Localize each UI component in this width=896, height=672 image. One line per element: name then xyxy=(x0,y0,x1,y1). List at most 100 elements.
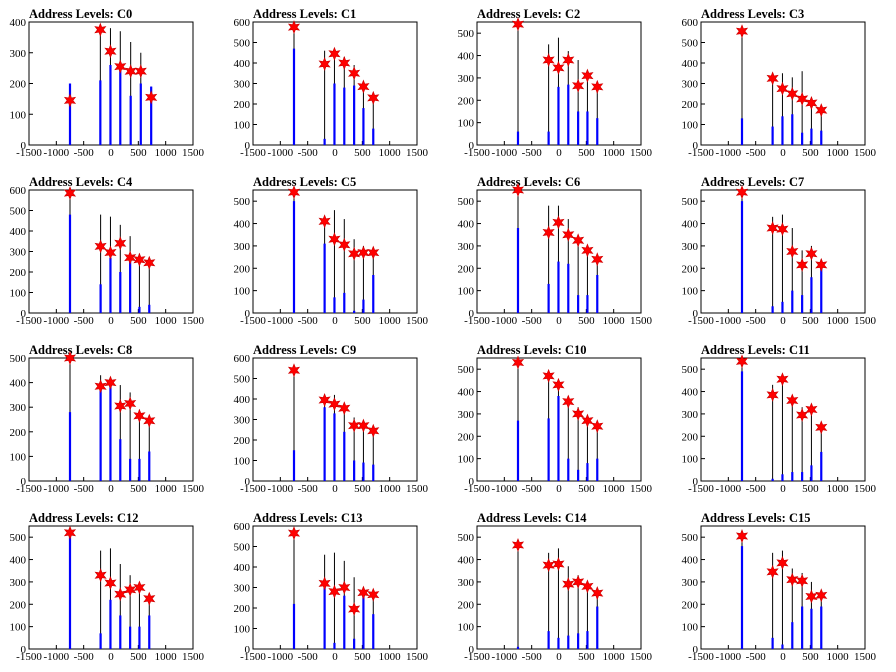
peak-marker xyxy=(552,556,565,572)
y-tick-label: 400 xyxy=(234,219,251,231)
y-tick-label: 300 xyxy=(10,48,27,60)
peak-marker xyxy=(94,22,107,37)
peak-marker xyxy=(114,59,127,74)
y-tick-label: 200 xyxy=(234,435,251,447)
peak-marker xyxy=(786,244,799,259)
peak-marker xyxy=(776,222,789,237)
x-tick-label: 1500 xyxy=(854,651,877,663)
y-tick-label: 100 xyxy=(458,286,475,298)
y-tick-label: 300 xyxy=(682,577,699,589)
peak-marker xyxy=(562,227,575,242)
y-tick-label: 300 xyxy=(682,79,699,91)
y-tick-label: 400 xyxy=(234,58,251,70)
panel-c11: Address Levels: C11 0 100 200 300 400 500 -1500… xyxy=(682,343,877,495)
peak-marker xyxy=(318,576,331,591)
y-tick-label: 0 xyxy=(469,308,475,320)
x-tick-label: -500 xyxy=(522,147,543,159)
x-tick-label: 0 xyxy=(108,315,114,327)
x-tick-label: -1000 xyxy=(715,147,741,159)
x-tick-label: 1000 xyxy=(379,651,402,663)
peak-marker xyxy=(815,588,828,603)
y-tick-label: 200 xyxy=(458,263,475,275)
y-tick-label: 0 xyxy=(21,140,27,152)
peak-marker xyxy=(766,387,779,402)
x-tick-label: -500 xyxy=(74,147,95,159)
plot-frame xyxy=(252,189,418,314)
y-tick-label: 200 xyxy=(682,263,699,275)
peak-marker xyxy=(104,44,117,59)
panel-title: Address Levels: C0 xyxy=(29,7,132,21)
y-tick-label: 100 xyxy=(682,286,699,298)
plot-frame xyxy=(476,525,642,650)
peak-marker xyxy=(805,246,818,261)
y-tick-label: 500 xyxy=(234,542,251,554)
peak-marker xyxy=(796,91,809,106)
panel-c10: Address Levels: C10 0 100 200 300 400 500 -1500… xyxy=(458,343,653,495)
x-tick-label: 1500 xyxy=(854,147,877,159)
y-tick-label: 300 xyxy=(682,241,699,253)
x-tick-label: -1000 xyxy=(43,483,69,495)
x-tick-label: -500 xyxy=(522,315,543,327)
y-tick-label: 0 xyxy=(693,644,699,656)
panel-title: Address Levels: C15 xyxy=(701,511,811,525)
peak-marker xyxy=(511,537,525,553)
peak-marker xyxy=(318,392,331,408)
y-tick-label: 200 xyxy=(234,99,251,111)
peak-marker xyxy=(287,363,301,378)
peak-marker xyxy=(805,402,818,417)
peak-marker xyxy=(552,60,565,75)
y-tick-label: 300 xyxy=(458,241,475,253)
x-tick-label: 500 xyxy=(578,315,595,327)
x-tick-label: 1000 xyxy=(827,651,850,663)
x-tick-label: -1000 xyxy=(715,483,741,495)
peak-marker xyxy=(815,420,828,435)
x-tick-label: 0 xyxy=(332,147,338,159)
peak-marker xyxy=(114,236,127,251)
y-tick-label: 500 xyxy=(234,38,251,50)
x-tick-label: 1500 xyxy=(182,651,205,663)
x-tick-label: 0 xyxy=(780,483,786,495)
y-tick-label: 200 xyxy=(682,599,699,611)
x-tick-label: 500 xyxy=(578,651,595,663)
peak-marker xyxy=(581,413,594,428)
x-tick-label: 500 xyxy=(802,483,819,495)
panel-title: Address Levels: C14 xyxy=(477,511,587,525)
x-tick-label: 1000 xyxy=(603,147,626,159)
panel-title: Address Levels: C4 xyxy=(29,175,133,189)
panel-c2: Address Levels: C20100200300400500-1500-… xyxy=(458,7,653,159)
y-tick-label: 500 xyxy=(458,364,475,376)
y-tick-label: 400 xyxy=(234,562,251,574)
x-tick-label: -1500 xyxy=(464,315,490,327)
peak-marker xyxy=(735,24,749,39)
y-tick-label: 0 xyxy=(245,644,251,656)
x-tick-label: -1500 xyxy=(240,651,266,663)
peak-marker xyxy=(552,215,565,230)
y-tick-label: 400 xyxy=(234,394,251,406)
panel-c8: Address Levels: C80100200300400500-1500-… xyxy=(10,343,205,495)
peak-marker xyxy=(63,93,77,108)
y-tick-label: 500 xyxy=(10,353,27,365)
peak-marker xyxy=(591,419,604,434)
peak-marker xyxy=(63,350,77,366)
x-tick-label: -1000 xyxy=(715,651,741,663)
x-tick-label: -1500 xyxy=(688,147,714,159)
x-tick-label: -500 xyxy=(746,651,767,663)
y-tick-label: 200 xyxy=(234,603,251,615)
y-tick-label: 400 xyxy=(10,17,27,29)
x-tick-label: -1000 xyxy=(491,147,517,159)
peak-marker xyxy=(815,257,828,272)
y-tick-label: 300 xyxy=(10,577,27,589)
peak-marker xyxy=(143,255,156,270)
y-tick-label: 500 xyxy=(10,532,27,544)
x-tick-label: 1000 xyxy=(155,147,178,159)
x-tick-label: -1500 xyxy=(688,651,714,663)
y-tick-label: 0 xyxy=(21,644,27,656)
x-tick-label: 1000 xyxy=(155,483,178,495)
x-tick-label: 1000 xyxy=(827,483,850,495)
peak-marker xyxy=(367,423,380,438)
y-tick-label: 500 xyxy=(234,196,251,208)
x-tick-label: 1500 xyxy=(854,315,877,327)
peak-marker xyxy=(815,103,828,118)
x-tick-label: 500 xyxy=(130,483,147,495)
x-tick-label: 0 xyxy=(108,651,114,663)
